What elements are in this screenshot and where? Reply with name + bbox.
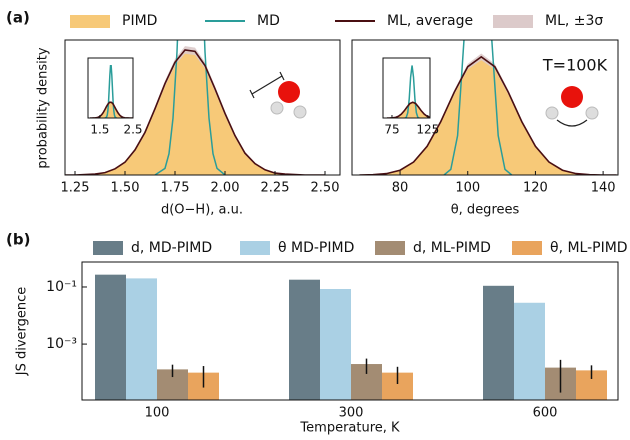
x-tick-label: 100	[455, 181, 480, 196]
legend-label: d, ML-PIMD	[413, 240, 491, 256]
x-tick-label: 2.00	[211, 181, 240, 196]
inset-x-tick-label: 125	[416, 123, 439, 137]
x-axis-label: d(O−H), a.u.	[161, 203, 243, 218]
legend-swatch	[512, 241, 542, 255]
inset-x-tick-label: 1.5	[90, 123, 109, 137]
x-tick-label: 80	[392, 181, 409, 196]
legend-swatch	[375, 241, 405, 255]
axes-frame	[64, 39, 341, 176]
x-tick-label: 1.50	[111, 181, 140, 196]
x-tick-label: 300	[339, 406, 364, 421]
density-line	[386, 101, 430, 118]
y-tick-label: 10⁻¹	[46, 279, 77, 295]
axes-frame	[351, 39, 619, 176]
plot-area	[386, 65, 430, 118]
density-line	[443, 40, 513, 175]
x-tick-label: 2.25	[261, 181, 290, 196]
axes-frame	[382, 57, 431, 119]
x-tick-label: 1.75	[161, 181, 190, 196]
bar	[95, 274, 126, 400]
legend-swatch	[70, 15, 110, 28]
legend-label: θ, ML-PIMD	[550, 240, 628, 256]
bar	[126, 278, 157, 400]
legend-label: PIMD	[122, 13, 157, 29]
density-line	[359, 55, 617, 175]
x-axis-label: θ, degrees	[451, 203, 520, 218]
inset-x-tick-label: 2.5	[123, 123, 142, 137]
bar	[320, 288, 351, 400]
axes-frame	[87, 57, 134, 119]
x-tick-label: 120	[523, 181, 548, 196]
legend-label: ML, average	[387, 13, 473, 29]
panel-label: (a)	[6, 9, 30, 27]
legend-swatch	[93, 241, 123, 255]
y-axis-label: probability density	[36, 47, 51, 168]
x-tick-label: 1.25	[61, 181, 90, 196]
legend-swatch	[493, 15, 533, 28]
annotation: T=100K	[542, 56, 608, 75]
legend-label: θ MD-PIMD	[278, 240, 354, 256]
inset-x-tick-label: 75	[384, 123, 399, 137]
plot-area	[65, 40, 325, 175]
panel-label: (b)	[6, 231, 30, 249]
legend-label: MD	[257, 13, 280, 29]
legend-swatch	[240, 241, 270, 255]
x-axis-label: Temperature, K	[299, 421, 400, 436]
axes-frame	[81, 261, 619, 401]
bar	[514, 302, 545, 400]
y-tick-label: 10⁻³	[46, 336, 77, 352]
density-line	[65, 49, 325, 175]
density-line	[104, 65, 117, 118]
bar	[289, 279, 320, 400]
x-tick-label: 2.50	[311, 181, 340, 196]
legend-label: d, MD-PIMD	[131, 240, 212, 256]
plot-area	[359, 40, 617, 175]
legend-label: ML, ±3σ	[545, 13, 603, 29]
density-line	[404, 65, 420, 118]
y-axis-label: JS divergence	[15, 287, 30, 377]
x-tick-label: 140	[591, 181, 616, 196]
x-tick-label: 100	[145, 406, 170, 421]
molecule-icon	[249, 71, 307, 119]
molecule-icon	[545, 86, 599, 127]
x-tick-label: 600	[533, 406, 558, 421]
density-line	[154, 40, 226, 175]
bar	[483, 285, 514, 400]
